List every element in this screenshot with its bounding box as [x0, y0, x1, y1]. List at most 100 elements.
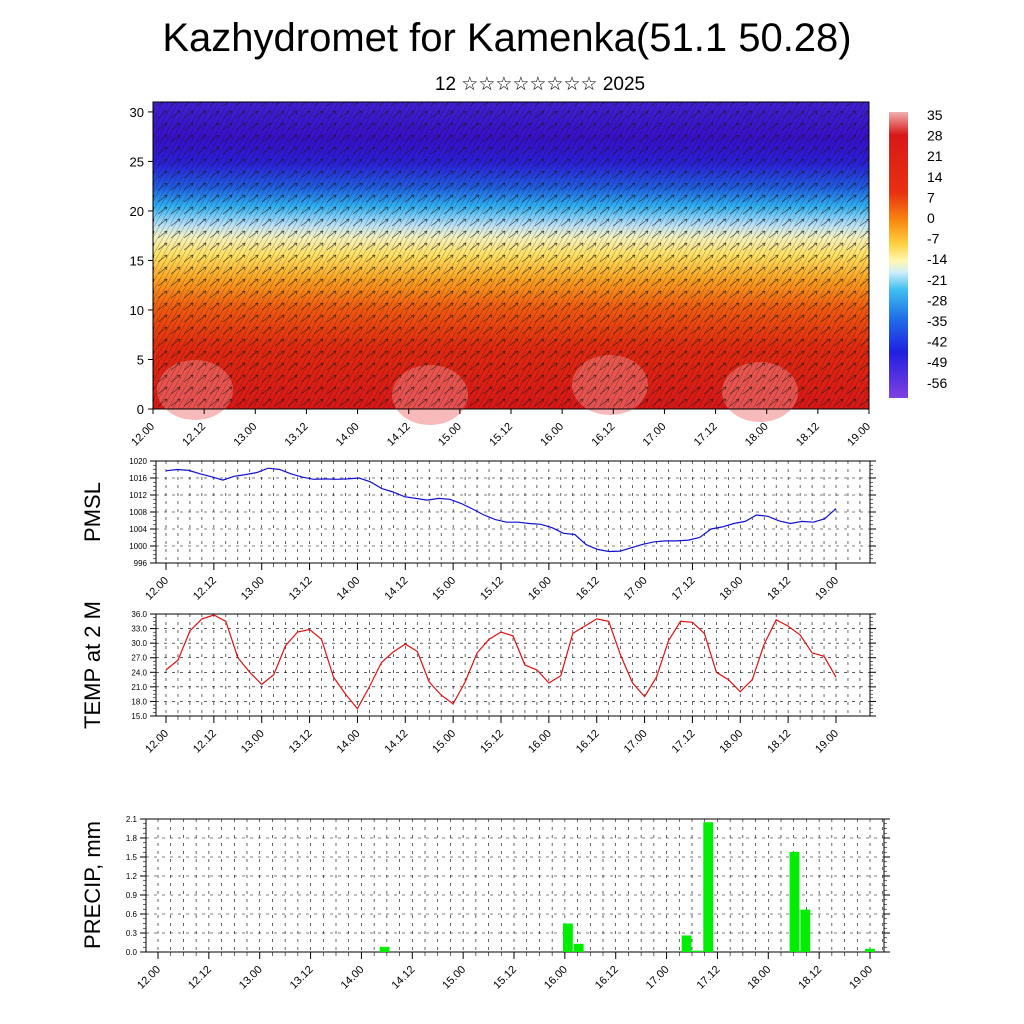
x-tick-label: 12.00	[129, 421, 157, 449]
y-tick-label: 30	[130, 105, 144, 120]
x-tick-label: 14.00	[335, 575, 363, 603]
x-tick-label: 17.12	[670, 575, 698, 603]
x-tick-label: 16.00	[526, 728, 554, 756]
wind-vectors	[153, 102, 869, 409]
x-tick-label: 13.12	[287, 575, 315, 603]
precip-bar	[800, 909, 811, 952]
x-tick-label: 13.00	[237, 964, 265, 992]
y-tick-label: 27.0	[131, 654, 147, 663]
precip-bar	[573, 943, 584, 952]
precip-bar	[703, 822, 714, 952]
x-tick-label: 17.00	[622, 728, 650, 756]
y-tick-label: 2.1	[126, 815, 138, 824]
x-tick-label: 14.00	[339, 964, 367, 992]
colorbar-label: -14	[927, 251, 947, 267]
x-tick-label: 18.12	[765, 575, 793, 603]
y-tick-label: 5	[137, 352, 144, 367]
colorbar-label: -21	[927, 272, 947, 288]
colorbar-label: 28	[927, 128, 943, 144]
y-tick-label: 33.0	[131, 625, 147, 634]
colorbar-label: 21	[927, 148, 943, 164]
x-tick-label: 17.12	[670, 728, 698, 756]
y-tick-label: 18.0	[131, 697, 147, 706]
precip-panel: 0.0 0.3 0.6 0.9 1.2 1.5 1.8 2.1 PRECIP, mm 12.00 1…	[80, 815, 890, 992]
colorbar-label: -35	[927, 313, 947, 329]
y-tick-label: 0.6	[126, 910, 138, 919]
chart-subtitle: 12 ☆☆☆☆☆☆☆☆ 2025	[434, 74, 646, 95]
y-tick-label: 21.0	[131, 683, 147, 692]
x-tick-label: 18.12	[765, 728, 793, 756]
x-tick-label: 18.00	[743, 421, 771, 449]
x-tick-label: 13.12	[287, 728, 315, 756]
x-tick-label: 18.12	[796, 964, 824, 992]
colorbar: 35 28 21 14 7 0 -7 -14 -21 -28 -35 -42 -49 -56	[889, 107, 947, 398]
temp-line	[165, 614, 837, 710]
colorbar-label: -49	[927, 354, 947, 370]
x-tick-label: 15.00	[430, 575, 458, 603]
x-tick-label: 16.12	[574, 728, 602, 756]
x-tick-label: 18.00	[717, 575, 745, 603]
y-tick-label: 1.2	[126, 872, 138, 881]
x-tick-label: 17.12	[695, 964, 723, 992]
x-tick-label: 18.00	[717, 728, 745, 756]
y-tick-label: 25	[130, 154, 144, 169]
x-tick-label: 16.12	[574, 575, 602, 603]
colorbar-label: -56	[927, 375, 947, 391]
y-tick-label: 30.0	[131, 639, 147, 648]
y-tick-label: 15.0	[131, 712, 147, 721]
y-tick-label: 1016	[129, 474, 147, 483]
colorbar-fill	[889, 112, 908, 398]
y-tick-label: 1004	[129, 525, 147, 534]
y-tick-label: 1020	[129, 457, 147, 466]
x-tick-label: 13.12	[288, 964, 316, 992]
x-tick-label: 14.12	[385, 421, 413, 449]
x-tick-label: 14.12	[382, 728, 410, 756]
y-axis-label: PMSL	[80, 482, 105, 542]
y-tick-label: 1012	[129, 491, 147, 500]
colorbar-label: -28	[927, 292, 947, 308]
y-tick-label: 20	[130, 204, 144, 219]
y-axis-label: PRECIP, mm	[80, 821, 105, 949]
precip-bar	[379, 946, 390, 952]
x-tick-label: 12.12	[186, 964, 214, 992]
x-tick-label: 12.12	[180, 421, 208, 449]
colorbar-label: 7	[927, 189, 935, 205]
y-tick-label: 24.0	[131, 668, 147, 677]
x-tick-label: 18.00	[745, 964, 773, 992]
y-tick-label: 0.3	[126, 929, 138, 938]
x-tick-label: 15.00	[440, 964, 468, 992]
colorbar-label: 35	[927, 107, 943, 123]
x-tick-label: 18.12	[794, 421, 822, 449]
colorbar-label: -42	[927, 334, 947, 350]
x-tick-label: 14.00	[335, 728, 363, 756]
pmsl-line	[165, 467, 837, 553]
y-tick-label: 996	[134, 559, 148, 568]
precip-bar	[692, 950, 703, 952]
x-tick-label: 16.00	[542, 964, 570, 992]
x-tick-label: 15.12	[478, 575, 506, 603]
x-tick-label: 17.12	[692, 421, 720, 449]
x-tick-label: 17.00	[644, 964, 672, 992]
x-tick-label: 13.00	[239, 575, 267, 603]
x-tick-label: 13.00	[231, 421, 259, 449]
y-tick-label: 1.5	[126, 853, 138, 862]
x-tick-label: 14.12	[382, 575, 410, 603]
x-tick-label: 13.12	[283, 421, 311, 449]
x-tick-label: 15.12	[478, 728, 506, 756]
y-tick-label: 1008	[129, 508, 147, 517]
y-axis-label: TEMP at 2 M	[80, 601, 105, 729]
y-tick-label: 0.0	[126, 948, 138, 957]
x-tick-label: 17.00	[641, 421, 669, 449]
cross-section-panel: 0 5 10 15 20 25 30 12.00 12.12 13.00 13.12 14.00 14.…	[129, 101, 873, 449]
x-tick-label: 12.00	[143, 575, 171, 603]
colorbar-label: 0	[927, 210, 935, 226]
y-tick-label: 1000	[129, 542, 147, 551]
x-tick-label: 14.00	[334, 421, 362, 449]
x-tick-label: 16.12	[589, 421, 617, 449]
x-tick-label: 16.00	[526, 575, 554, 603]
temperature-panel: 15.0 18.0 21.0 24.0 27.0 30.0 33.0 36.0 TEMP at …	[80, 601, 876, 756]
x-tick-label: 12.00	[143, 728, 171, 756]
chart-title: Kazhydromet for Kamenka(51.1 50.28)	[162, 16, 852, 60]
y-tick-label: 15	[130, 253, 144, 268]
